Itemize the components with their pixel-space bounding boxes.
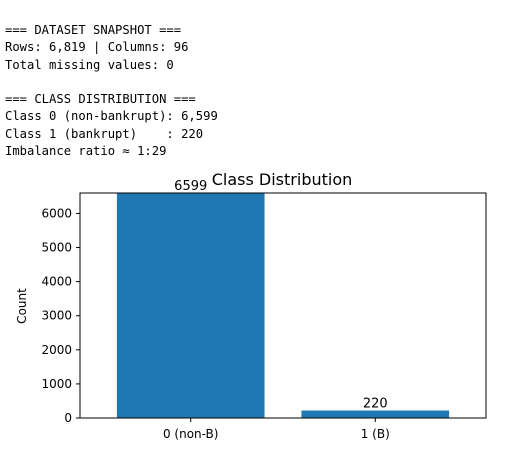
console-line: Imbalance ratio ≈ 1:29 bbox=[5, 144, 167, 159]
y-tick-label: 2000 bbox=[41, 343, 72, 357]
console-line: === DATASET SNAPSHOT === bbox=[5, 23, 182, 37]
y-tick-label: 3000 bbox=[41, 309, 72, 323]
bars-group bbox=[116, 193, 450, 418]
console-output: === DATASET SNAPSHOT === Rows: 6,819 | C… bbox=[5, 22, 218, 160]
plot-frame bbox=[79, 192, 487, 419]
console-line: Total missing values: 0 bbox=[5, 57, 174, 72]
y-tick-label: 6000 bbox=[41, 206, 72, 220]
bar-value-label: 220 bbox=[363, 397, 388, 412]
y-tick-label: 0 bbox=[64, 411, 72, 425]
bar bbox=[116, 193, 265, 418]
console-line: === CLASS DISTRIBUTION === bbox=[5, 92, 196, 107]
y-tick-label: 1000 bbox=[41, 377, 72, 391]
y-tick-label: 4000 bbox=[41, 275, 72, 289]
console-line: Class 1 (bankrupt) : 220 bbox=[5, 126, 204, 141]
bar bbox=[301, 410, 450, 418]
x-axis: 0 (non-B) 1 (B) bbox=[163, 418, 390, 441]
chart-title: Class Distribution bbox=[212, 170, 353, 189]
console-line: Class 0 (non-bankrupt): 6,599 bbox=[5, 109, 218, 124]
y-axis: 0 1000 2000 3000 4000 5000 6000 bbox=[41, 206, 80, 425]
x-tick-label: 1 (B) bbox=[361, 427, 390, 441]
x-tick-label: 0 (non-B) bbox=[163, 427, 219, 441]
y-tick-label: 5000 bbox=[41, 241, 72, 255]
console-line: Rows: 6,819 | Columns: 96 bbox=[5, 40, 189, 55]
bar-value-label: 6599 bbox=[174, 179, 207, 194]
y-axis-label: Count bbox=[15, 288, 29, 324]
bar-labels-group: 6599 220 bbox=[174, 179, 388, 411]
